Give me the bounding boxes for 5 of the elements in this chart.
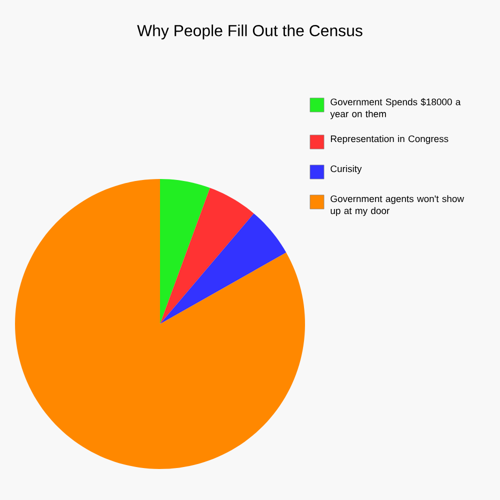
legend-label: Curisity (330, 165, 362, 174)
legend-label: Government Spends $18000 a year on them (330, 98, 461, 120)
legend-label: Representation in Congress (330, 135, 448, 144)
chart-title: Why People Fill Out the Census (137, 24, 362, 40)
legend-label: Government agents won't show up at my door (330, 195, 464, 216)
